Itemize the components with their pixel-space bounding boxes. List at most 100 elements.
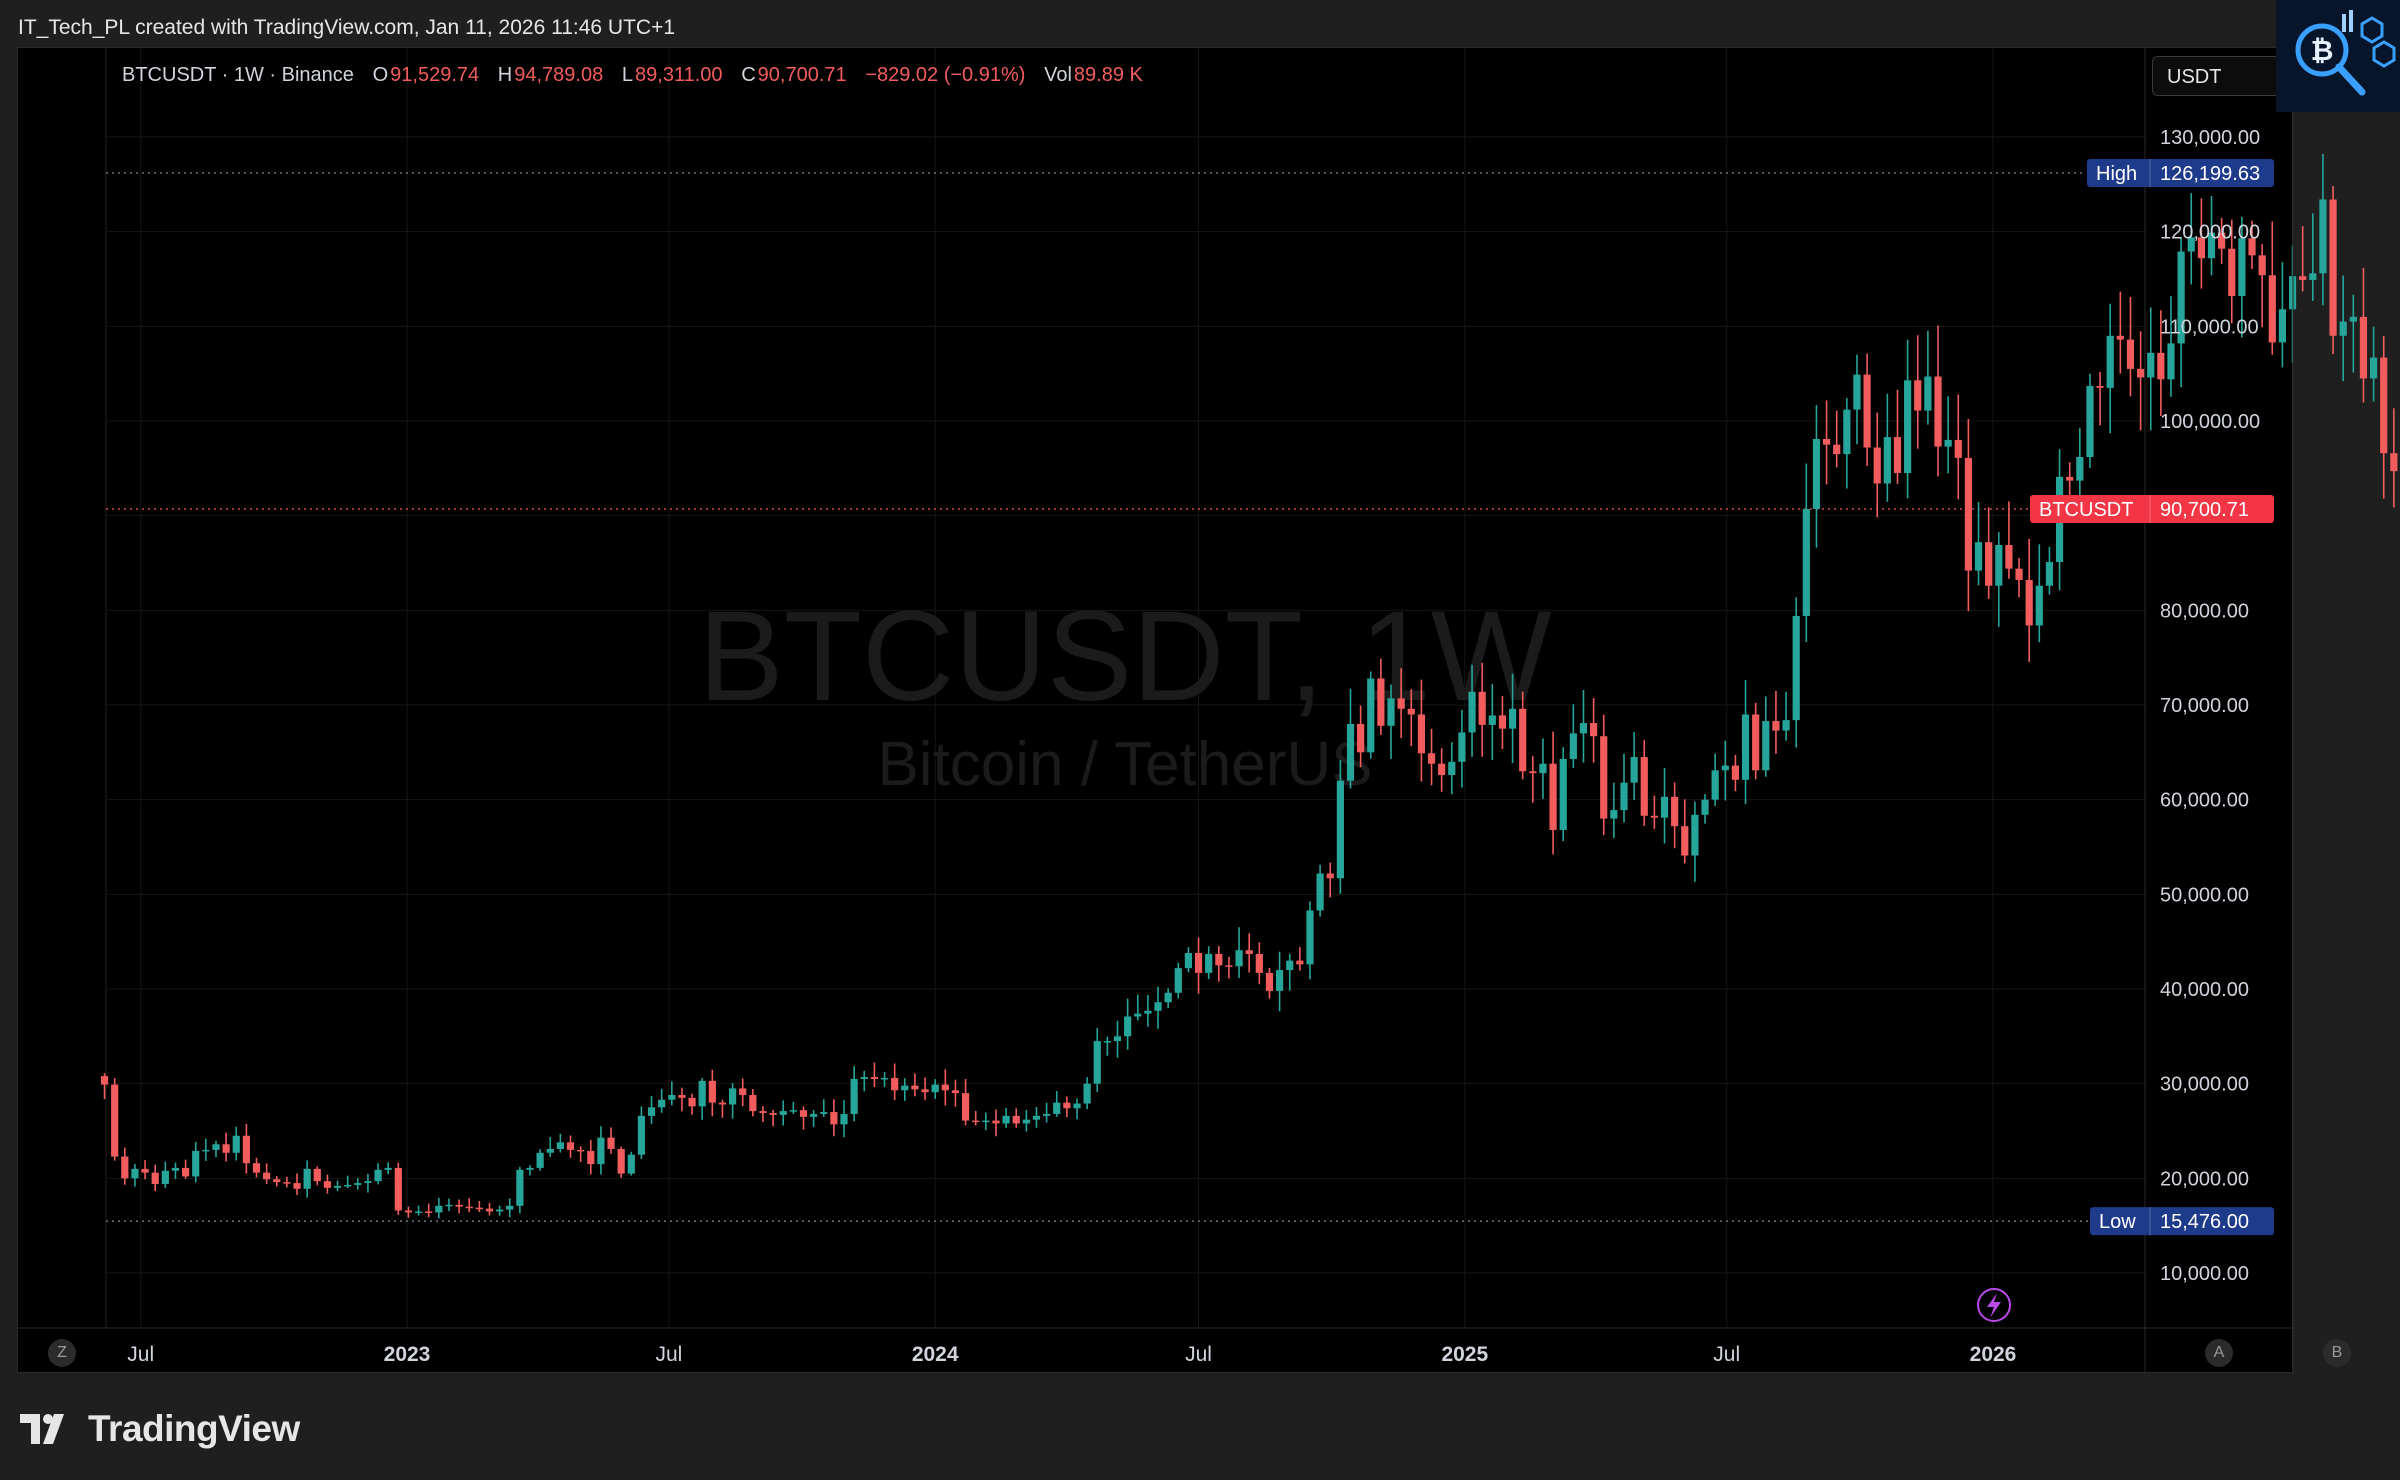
candle-body [374, 1169, 382, 1182]
candle-body [1377, 678, 1385, 726]
auto-scale-button[interactable]: A [2205, 1339, 2233, 1367]
candle-body [1873, 447, 1881, 484]
candle-body [2066, 476, 2074, 481]
candle-body [252, 1163, 261, 1173]
candle-body [1660, 796, 1669, 818]
candle-body [1924, 376, 1932, 411]
candle-body [1731, 765, 1740, 780]
candle-body [1174, 968, 1182, 993]
candle-body [779, 1111, 787, 1115]
candle-body [1974, 542, 1983, 571]
low-badge-value: 15,476.00 [2160, 1211, 2249, 1233]
reference-lines [106, 172, 2090, 1222]
candle-body [870, 1077, 879, 1079]
time-tick-label: Jul [1185, 1343, 1212, 1366]
candle-body [131, 1168, 139, 1179]
chart-frame[interactable] [17, 47, 2293, 1373]
candle-body [1762, 721, 1770, 771]
candle-body [1083, 1083, 1091, 1104]
close-label: C [741, 64, 756, 86]
candle-body [2248, 238, 2256, 256]
candle-body [1508, 708, 1517, 729]
candle-body [242, 1135, 250, 1164]
candle-body [2258, 255, 2266, 276]
candle-body [1306, 910, 1314, 965]
candle-body [1914, 380, 1922, 411]
candle-body [1559, 758, 1567, 830]
last-price-badge: BTCUSDT 90,700.71 [2030, 495, 2274, 524]
candle-body [202, 1149, 210, 1152]
candle-body [759, 1111, 767, 1114]
price-tick-label: 80,000.00 [2160, 600, 2249, 622]
currency-selector[interactable]: USDT [2152, 56, 2284, 96]
candle-body [698, 1080, 706, 1107]
candle-body [566, 1142, 575, 1150]
candle-body [2349, 316, 2357, 322]
candle-body [860, 1077, 868, 1079]
price-tick-label: 10,000.00 [2160, 1263, 2249, 1285]
candle-body [1448, 761, 1456, 776]
candle-body [2147, 352, 2155, 378]
candle-body [597, 1137, 605, 1165]
time-tick-label: Jul [655, 1343, 682, 1366]
low-label: L [621, 64, 634, 86]
candle-body [1822, 438, 1831, 445]
low-badge-bg [2090, 1207, 2274, 1236]
candle-body [303, 1168, 311, 1189]
high-badge-label: High [2096, 163, 2137, 185]
candle-body [1498, 715, 1507, 729]
tradingview-logo[interactable]: TradingView [20, 1404, 300, 1454]
candle-body [1367, 678, 1375, 753]
candle-body [1397, 698, 1405, 709]
candle-body [496, 1209, 504, 1212]
candle-body [1316, 873, 1324, 911]
symbol-label[interactable]: BTCUSDT · 1W · Binance [122, 64, 354, 86]
close-value: 90,700.71 [757, 64, 847, 86]
b-button-label: B [2331, 1344, 2343, 1361]
price-tick-label: 50,000.00 [2160, 884, 2249, 906]
candle-body [1954, 439, 1962, 458]
candle-body [2197, 237, 2205, 259]
flash-icon-ring [1977, 1288, 2011, 1322]
candle-body [678, 1095, 686, 1098]
candle-body [2339, 321, 2347, 336]
candle-body [647, 1107, 656, 1116]
candle-body [1043, 1113, 1051, 1116]
candle-body [1812, 438, 1821, 510]
candle-body [364, 1181, 372, 1184]
candle-body [1103, 1041, 1111, 1043]
candle-body [1640, 757, 1648, 816]
candle-body [577, 1149, 585, 1152]
open-value: 91,529.74 [390, 64, 480, 86]
candle-body [2309, 273, 2317, 280]
candle-body [404, 1210, 413, 1213]
candle-body [394, 1167, 402, 1211]
candle-body [111, 1084, 119, 1157]
watermark-symbol: BTCUSDT, 1W [698, 585, 1552, 728]
candle-body [688, 1097, 696, 1107]
candle-body [1053, 1102, 1061, 1114]
price-tick-label: 110,000.00 [2160, 316, 2259, 338]
candle-body [2025, 580, 2033, 626]
candle-body [820, 1112, 828, 1114]
candle-body [1063, 1102, 1071, 1109]
candle-body [840, 1113, 848, 1125]
candle-body [708, 1080, 716, 1103]
candle-body [2238, 238, 2246, 297]
candle-body [1519, 708, 1527, 772]
candle-body [465, 1206, 473, 1209]
zoom-button[interactable]: Z [48, 1339, 76, 1367]
candle-body [1205, 953, 1213, 973]
chart-credit: IT_Tech_PL created with TradingView.com,… [18, 16, 676, 39]
candle-body [506, 1205, 514, 1210]
candle-body [323, 1181, 332, 1188]
candle-body [100, 1076, 109, 1085]
candle-body [1691, 814, 1699, 856]
candle-body [2086, 385, 2094, 457]
candle-body [1002, 1115, 1010, 1124]
candle-body [1944, 439, 1952, 447]
candle-body [192, 1150, 200, 1177]
candle-body [1620, 782, 1628, 811]
b-button[interactable]: B [2323, 1339, 2351, 1367]
